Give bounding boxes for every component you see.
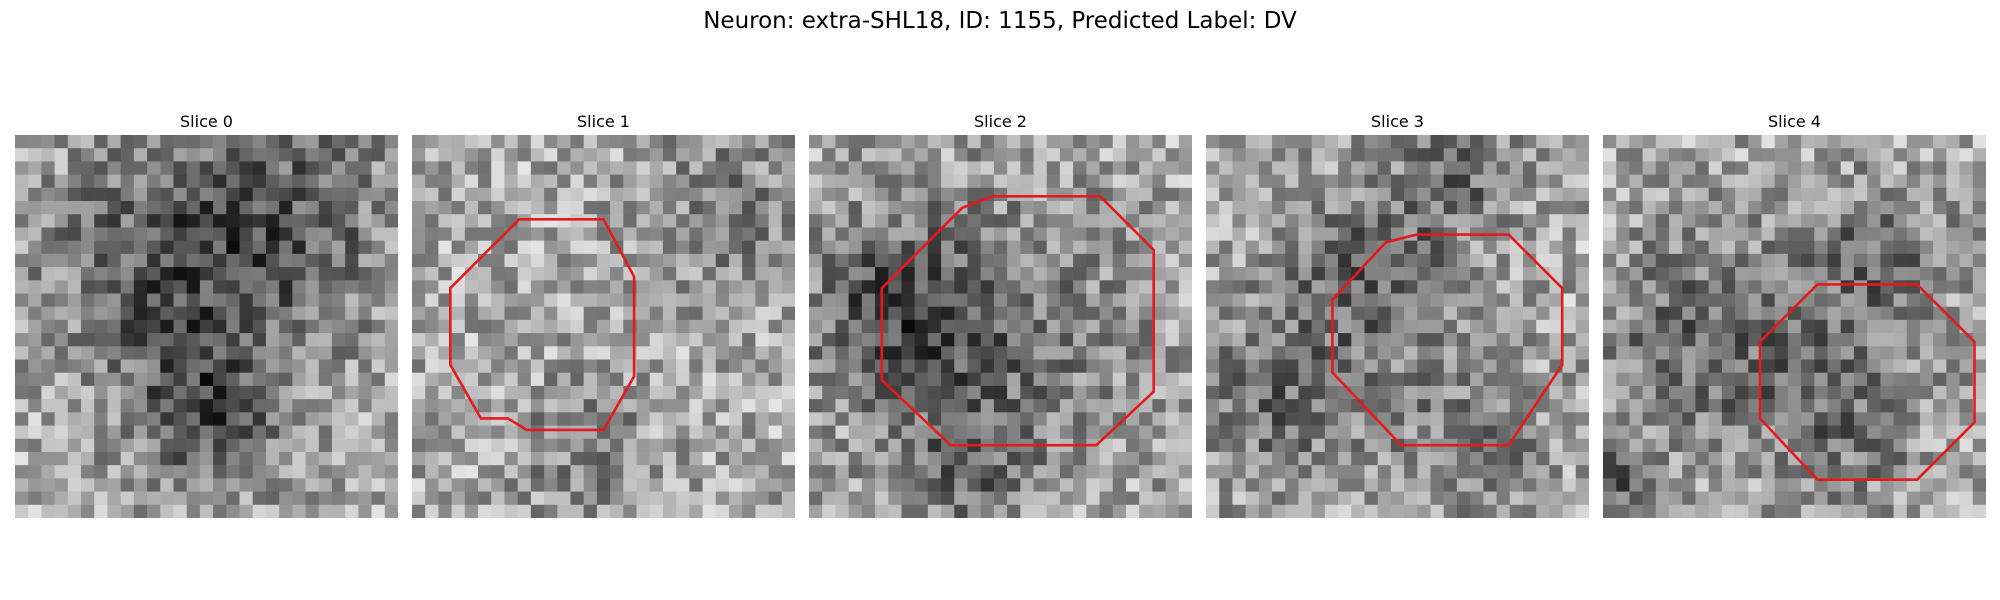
roi-outline — [1758, 283, 1976, 482]
pixel-grid — [809, 135, 1192, 518]
panel-title: Slice 2 — [974, 112, 1027, 131]
pixel-grid — [1206, 135, 1589, 518]
slice-image — [15, 135, 398, 518]
panel-title: Slice 1 — [577, 112, 630, 131]
panel-slice-1: Slice 1 — [412, 110, 795, 518]
panel-title: Slice 3 — [1371, 112, 1424, 131]
panel-slice-3: Slice 3 — [1206, 110, 1589, 518]
panel-slice-2: Slice 2 — [809, 110, 1192, 518]
pixel-grid — [1603, 135, 1986, 518]
slice-image — [1206, 135, 1589, 518]
pixel-grid — [412, 135, 795, 518]
pixel-grid — [15, 135, 398, 518]
roi-outline — [1331, 233, 1564, 447]
slice-image — [809, 135, 1192, 518]
panel-title: Slice 0 — [180, 112, 233, 131]
slice-image — [412, 135, 795, 518]
roi-outline — [880, 194, 1156, 447]
panel-slice-0: Slice 0 — [15, 110, 398, 518]
panel-title: Slice 4 — [1768, 112, 1821, 131]
figure-title: Neuron: extra-SHL18, ID: 1155, Predicted… — [703, 8, 1297, 34]
roi-outline — [448, 218, 636, 432]
panel-slice-4: Slice 4 — [1603, 110, 1986, 518]
slice-image — [1603, 135, 1986, 518]
